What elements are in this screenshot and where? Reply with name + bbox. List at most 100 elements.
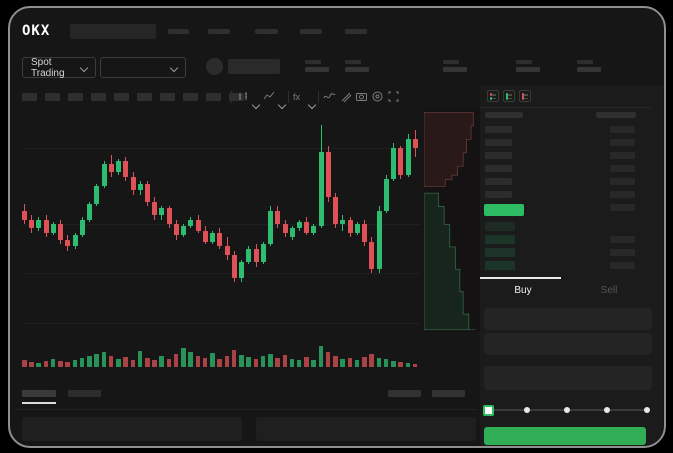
orders-table-placeholder[interactable] [22,417,242,441]
total-field[interactable] [484,366,652,390]
candle-body [239,262,245,278]
amount-field[interactable] [484,333,652,355]
last-price-pill[interactable] [484,204,524,216]
timeframe-button-placeholder[interactable] [114,93,129,101]
timeframe-button-placeholder[interactable] [183,93,198,101]
volume-bar [195,356,201,367]
candle-body [231,255,237,278]
spot-trading-dropdown[interactable]: Spot Trading [22,57,96,79]
nav-item-placeholder[interactable] [345,29,367,34]
price-col-header-placeholder [485,112,523,118]
line-tool-icon[interactable] [323,90,336,103]
price-field[interactable] [484,308,652,330]
ask-amount-placeholder [610,191,635,198]
ask-price-placeholder[interactable] [485,165,512,172]
ask-price-placeholder[interactable] [485,191,512,198]
timeframe-button-placeholder[interactable] [68,93,83,101]
volume-bar [304,357,309,367]
history-table-placeholder[interactable] [256,417,476,441]
volume-bar [405,363,411,367]
nav-item-placeholder[interactable] [208,29,230,34]
timeframe-button-placeholder[interactable] [22,93,37,101]
slider-stop[interactable] [564,407,570,413]
tab-sell[interactable]: Sell [600,284,618,296]
bottom-tab-placeholder[interactable] [68,390,101,397]
tab-buy[interactable]: Buy [514,284,532,296]
candle-body [253,248,259,263]
chevron-down-icon[interactable] [307,95,317,113]
candle-body [383,179,389,211]
slider-handle[interactable] [483,405,494,416]
timeframe-button-placeholder[interactable] [206,93,221,101]
volume-bar [152,360,157,367]
timeframe-button-placeholder[interactable] [229,93,244,101]
candle-body [79,219,85,236]
volume-bar [108,356,114,367]
gridline [22,224,420,225]
slider-stop[interactable] [524,407,530,413]
timeframe-button-placeholder[interactable] [45,93,60,101]
book-asks-icon[interactable] [519,90,531,102]
active-tab-indicator [480,277,561,279]
chart-type-icon[interactable] [237,90,250,103]
candle-body [246,248,252,263]
candlestick-chart[interactable] [22,112,420,336]
candle-body [94,185,100,204]
volume-bar [260,356,266,367]
bid-amount-placeholder [610,249,635,256]
volume-bar [347,358,353,367]
slider-stop[interactable] [644,407,650,413]
candle-body [108,163,114,173]
search-input[interactable] [70,24,156,39]
ask-price-placeholder[interactable] [485,126,512,133]
candle-body [22,210,27,220]
nav-item-placeholder[interactable] [300,29,322,34]
bid-price-placeholder[interactable] [485,248,515,257]
depth-chart[interactable] [424,108,480,332]
device-screen: OKX Spot Trading fx [8,6,666,448]
bottom-link-placeholder[interactable] [388,390,421,397]
volume-bar [325,352,331,367]
target-icon[interactable] [371,90,384,103]
svg-text:fx: fx [293,92,301,102]
chevron-down-icon[interactable] [277,95,287,113]
fullscreen-icon[interactable] [387,90,400,103]
bid-price-placeholder[interactable] [485,222,515,231]
pair-dropdown[interactable] [100,57,186,78]
ask-price-placeholder[interactable] [485,139,512,146]
nav-item-placeholder[interactable] [255,29,278,34]
volume-bar [412,364,418,367]
amount-col-header-placeholder [596,112,636,118]
bottom-link-placeholder[interactable] [432,390,465,397]
camera-icon[interactable] [355,90,368,103]
ask-price-placeholder[interactable] [485,152,512,159]
bid-amount-placeholder [610,236,635,243]
draw-tool-icon[interactable] [339,90,352,103]
volume-bar [181,348,186,367]
ask-amount-placeholder [610,139,635,146]
ask-price-placeholder[interactable] [485,178,512,185]
bottom-tab-placeholder[interactable] [22,390,56,397]
nav-item-placeholder[interactable] [168,29,189,34]
indicators-icon[interactable]: fx [292,90,305,103]
candle-body [188,219,194,227]
bid-price-placeholder[interactable] [485,261,515,270]
book-both-icon[interactable] [487,90,499,102]
buy-submit-button[interactable] [484,427,646,445]
timeframe-button-placeholder[interactable] [91,93,106,101]
timeframe-button-placeholder[interactable] [137,93,152,101]
chevron-down-icon [79,63,89,72]
volume-bar [50,359,56,367]
volume-bar [36,363,41,367]
candle-body [354,224,360,233]
chart-overlay-icon[interactable] [263,90,276,103]
okx-logo[interactable]: OKX [22,23,51,39]
book-bids-icon[interactable] [503,90,515,102]
timeframe-button-placeholder[interactable] [160,93,175,101]
volume-bar [166,359,172,367]
chevron-down-icon[interactable] [251,95,261,113]
ask-amount-placeholder [610,126,635,133]
orderbook-panel: Buy Sell [480,85,663,446]
bid-price-placeholder[interactable] [485,235,515,244]
slider-stop[interactable] [604,407,610,413]
